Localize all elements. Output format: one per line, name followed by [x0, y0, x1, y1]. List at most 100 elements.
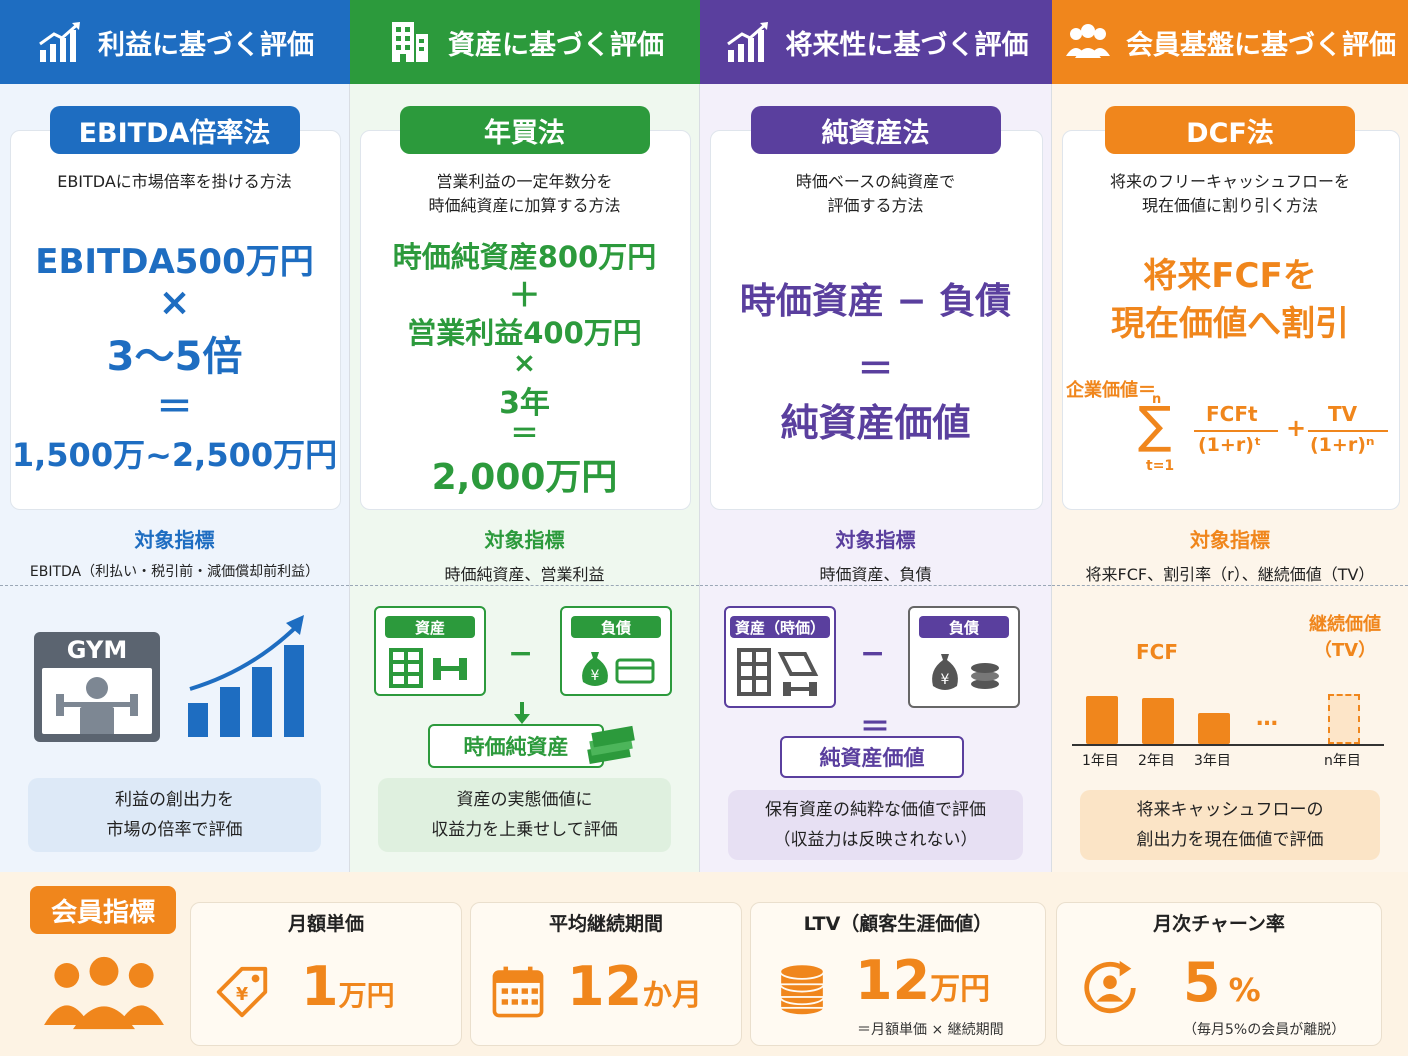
rising-bar-chart-icon	[188, 615, 304, 737]
growth-chart-icon	[726, 22, 768, 62]
fcf-chart: … 1年目 2年目 3年目 n年目	[1072, 668, 1384, 772]
target-section: 対象指標 EBITDA（利払い・税引前・減価償却前利益）	[0, 520, 349, 580]
formula-line: 時価純資産800万円	[392, 240, 657, 274]
formula-line: ＋	[508, 276, 541, 314]
fraction-num: FCFt	[1206, 402, 1258, 426]
asset-box: 資産	[374, 606, 486, 696]
target-value: EBITDA（利払い・税引前・減価償却前利益）	[29, 564, 320, 580]
metric-card-ltv: LTV（顧客生涯価値） 12万円 ＝月額単価 × 継続期間	[750, 902, 1046, 1046]
formula-line: EBITDA500万円	[35, 242, 314, 282]
svg-text:¥: ¥	[591, 668, 600, 684]
fraction-den: (1+r)ⁿ	[1310, 434, 1375, 456]
method-title: 年買法	[399, 106, 650, 154]
metric-number: 1	[301, 955, 339, 1018]
fraction-den: (1+r)ᵗ	[1198, 434, 1262, 456]
bar-label: 2年目	[1138, 753, 1175, 769]
method-note: 利益の創出力を 市場の倍率で評価	[28, 778, 321, 852]
method-desc: 営業利益の一定年数分を 時価純資産に加算する方法	[428, 172, 621, 215]
method-title: EBITDA倍率法	[49, 106, 300, 154]
target-title: 対象指標	[484, 528, 565, 552]
header-membership: 会員基盤に基づく評価	[1052, 0, 1408, 84]
box-label: 負債	[570, 616, 662, 638]
target-value: 時価純資産、営業利益	[444, 565, 605, 584]
formula-line: ＝	[156, 387, 193, 428]
method-desc: 将来のフリーキャッシュフローを 現在価値に割り引く方法	[1109, 172, 1350, 215]
sum-top: n	[1152, 392, 1162, 407]
metric-label: LTV（顧客生涯価値）	[803, 913, 993, 935]
building-icon	[392, 22, 428, 62]
formula-line: 時価資産 − 負債	[739, 281, 1012, 322]
divider	[0, 585, 349, 586]
bar-label: 3年目	[1194, 753, 1231, 769]
equation-lhs: 企業価値＝	[1066, 380, 1156, 401]
tv-label: 継続価値 （TV）	[1309, 614, 1381, 661]
header-label: 将来性に基づく評価	[785, 29, 1029, 61]
dcf-equation: 企業価値＝ n ∑ t=1 FCFt (1+r)ᵗ + TV (1+r)ⁿ	[1066, 376, 1396, 486]
minus-sign: −	[860, 636, 886, 671]
header-label: 資産に基づく評価	[448, 29, 664, 61]
metric-value: 1万円	[301, 955, 395, 1018]
header-future: 将来性に基づく評価	[700, 0, 1052, 84]
fcf-bar-1	[1086, 696, 1118, 744]
money-card-icon: ¥	[582, 652, 655, 686]
method-card	[360, 130, 691, 510]
formula-line: 営業利益400万円	[407, 316, 642, 350]
ellipsis: …	[1256, 706, 1278, 731]
result-box: 純資産価値	[780, 736, 964, 778]
gym-sign: GYM	[66, 636, 128, 664]
tv-bar	[1328, 694, 1360, 744]
sum-bottom: t=1	[1146, 458, 1175, 474]
formula-line: ×	[158, 280, 191, 324]
group-icon	[44, 956, 164, 1030]
metric-label: 月次チャーン率	[1153, 913, 1285, 935]
money-coins-icon: ¥	[932, 654, 999, 690]
box-label: 資産（時価）	[730, 616, 830, 638]
cash-stack-icon	[587, 725, 635, 765]
metric-unit: %	[1228, 971, 1261, 1009]
group-icon	[1066, 24, 1110, 58]
formula-line: 3年	[499, 386, 550, 421]
formula-line: 現在価値へ割引	[1111, 304, 1349, 344]
metric-label: 月額単価	[287, 913, 364, 935]
growth-chart-icon	[39, 22, 80, 62]
method-note: 保有資産の純粋な価値で評価 （収益力は反映されない）	[728, 790, 1023, 860]
fcf-bar-2	[1142, 698, 1174, 744]
bar-label: n年目	[1324, 753, 1361, 769]
formula-line: 3〜5倍	[106, 334, 243, 380]
metric-number: 12	[855, 949, 931, 1012]
liability-box: 負債 ¥	[908, 606, 1020, 708]
metric-card-monthly-price: 月額単価 ¥ 1万円	[190, 902, 462, 1046]
divider	[700, 585, 1051, 586]
box-label: 負債	[918, 616, 1010, 638]
column-ebitda: EBITDA倍率法 EBITDAに市場倍率を掛ける方法 EBITDA500万円 …	[0, 84, 350, 872]
svg-text:¥: ¥	[941, 672, 950, 688]
liability-box: 負債 ¥	[560, 606, 672, 696]
method-note: 資産の実態価値に 収益力を上乗せして評価	[378, 778, 671, 852]
metric-subtext: ＝月額単価 × 継続期間	[857, 1022, 1004, 1038]
target-value: 将来FCF、割引率（r）、継続価値（TV）	[1085, 565, 1375, 584]
metric-number: 5	[1183, 951, 1221, 1014]
metric-unit: か月	[642, 978, 703, 1013]
header-profit: 利益に基づく評価	[0, 0, 350, 84]
column-dcf: DCF法 将来のフリーキャッシュフローを 現在価値に割り引く方法 将来FCFを …	[1052, 84, 1408, 872]
sum-symbol: ∑	[1138, 396, 1172, 454]
result-label: 純資産価値	[819, 746, 925, 770]
divider	[1052, 585, 1408, 586]
coin-stack-icon	[779, 963, 825, 1016]
header-assets: 資産に基づく評価	[350, 0, 700, 84]
bar-label: 1年目	[1082, 753, 1119, 769]
fcf-label: FCF	[1136, 640, 1179, 664]
arrow-down-icon	[514, 702, 530, 724]
metric-unit: 万円	[338, 979, 395, 1012]
method-desc: EBITDAに市場倍率を掛ける方法	[57, 172, 292, 191]
member-title: 会員指標	[30, 886, 176, 934]
formula-line: ＝	[510, 417, 539, 450]
fraction-bar	[1194, 430, 1278, 432]
metric-subtext: （毎月5%の会員が離脱）	[1183, 1022, 1346, 1038]
header-label: 利益に基づく評価	[98, 29, 314, 61]
method-card	[10, 130, 341, 510]
formula-line: ×	[512, 346, 537, 379]
asset-box: 資産（時価）	[724, 606, 836, 708]
metric-unit: 万円	[930, 972, 991, 1007]
